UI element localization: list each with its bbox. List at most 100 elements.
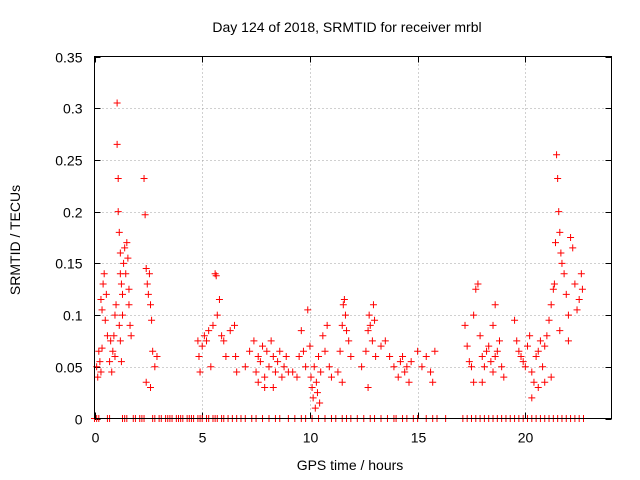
data-point (313, 389, 321, 397)
data-point (558, 259, 566, 267)
chart-title: Day 124 of 2018, SRMTID for receiver mrb… (212, 19, 481, 35)
data-point (575, 296, 583, 304)
data-point (289, 368, 297, 376)
data-point (343, 327, 351, 335)
data-point (267, 337, 275, 345)
data-point (578, 285, 586, 293)
data-point (142, 378, 150, 386)
data-point (100, 270, 108, 278)
data-point (101, 316, 109, 324)
data-point (414, 347, 422, 355)
x-tick-label: 20 (518, 430, 534, 446)
data-point (312, 378, 320, 386)
data-point (280, 363, 288, 371)
data-point (114, 208, 122, 216)
data-point (340, 296, 348, 304)
x-tick-label: 10 (303, 430, 319, 446)
data-point (111, 352, 119, 360)
y-axis-label: SRMTID / TECUs (7, 185, 23, 295)
data-point (113, 140, 121, 148)
data-point (119, 290, 127, 298)
data-point (536, 337, 544, 345)
data-point (422, 352, 430, 360)
data-point (259, 342, 267, 350)
data-point (513, 337, 521, 345)
data-point (144, 290, 152, 298)
data-point (309, 394, 317, 402)
data-point (271, 368, 279, 376)
y-tick-label: 0 (75, 412, 83, 428)
y-tick-label: 0.15 (55, 256, 82, 272)
data-point (325, 363, 333, 371)
data-point (200, 332, 208, 340)
data-point (463, 342, 471, 350)
axis-ticks: 0 0.05 0.1 0.15 0.2 0.25 0.3 0.35 0 5 10 15 20 (55, 50, 612, 446)
data-point (339, 301, 347, 309)
data-point (269, 383, 277, 391)
data-point (573, 306, 581, 314)
data-point (369, 301, 377, 309)
data-point (103, 332, 111, 340)
data-point (528, 368, 536, 376)
data-point (107, 337, 115, 345)
data-point (517, 352, 525, 360)
data-point (297, 327, 305, 335)
data-point (511, 316, 519, 324)
data-point (338, 378, 346, 386)
data-point (120, 259, 128, 267)
data-point (467, 363, 475, 371)
data-point (549, 285, 557, 293)
data-point (115, 228, 123, 236)
data-point (341, 311, 349, 319)
data-point (491, 301, 499, 309)
data-point (274, 358, 282, 366)
data-point (122, 270, 130, 278)
data-point (94, 373, 102, 381)
data-point (254, 378, 262, 386)
data-point (308, 383, 316, 391)
data-point (141, 211, 149, 219)
data-point (218, 332, 226, 340)
data-point (345, 337, 353, 345)
data-point (212, 272, 220, 280)
data-point (95, 347, 103, 355)
data-point (390, 363, 398, 371)
data-point (541, 342, 549, 350)
data-point (306, 342, 314, 350)
data-point (358, 363, 366, 371)
data-point (111, 311, 119, 319)
data-point (121, 244, 129, 252)
data-point (470, 378, 478, 386)
data-point (311, 404, 319, 412)
y-tick-label: 0.25 (55, 153, 82, 169)
data-point (153, 352, 161, 360)
data-point (547, 301, 555, 309)
data-point (465, 358, 473, 366)
data-point (194, 337, 202, 345)
data-point (368, 337, 376, 345)
data-point (226, 327, 234, 335)
data-point (556, 228, 564, 236)
data-point (347, 352, 355, 360)
data-point (519, 358, 527, 366)
data-point (528, 394, 536, 402)
data-point (418, 363, 426, 371)
data-point (114, 175, 122, 183)
data-point (147, 383, 155, 391)
data-point (551, 239, 559, 247)
data-point (547, 373, 555, 381)
data-point (125, 285, 133, 293)
data-point (254, 352, 262, 360)
data-point (396, 358, 404, 366)
data-point (127, 332, 135, 340)
data-point (334, 368, 342, 376)
data-point (207, 363, 215, 371)
data-point (470, 311, 478, 319)
data-point (491, 352, 499, 360)
data-point (115, 321, 123, 329)
data-point (310, 363, 318, 371)
data-point (256, 358, 264, 366)
data-point (381, 337, 389, 345)
data-point (265, 363, 273, 371)
